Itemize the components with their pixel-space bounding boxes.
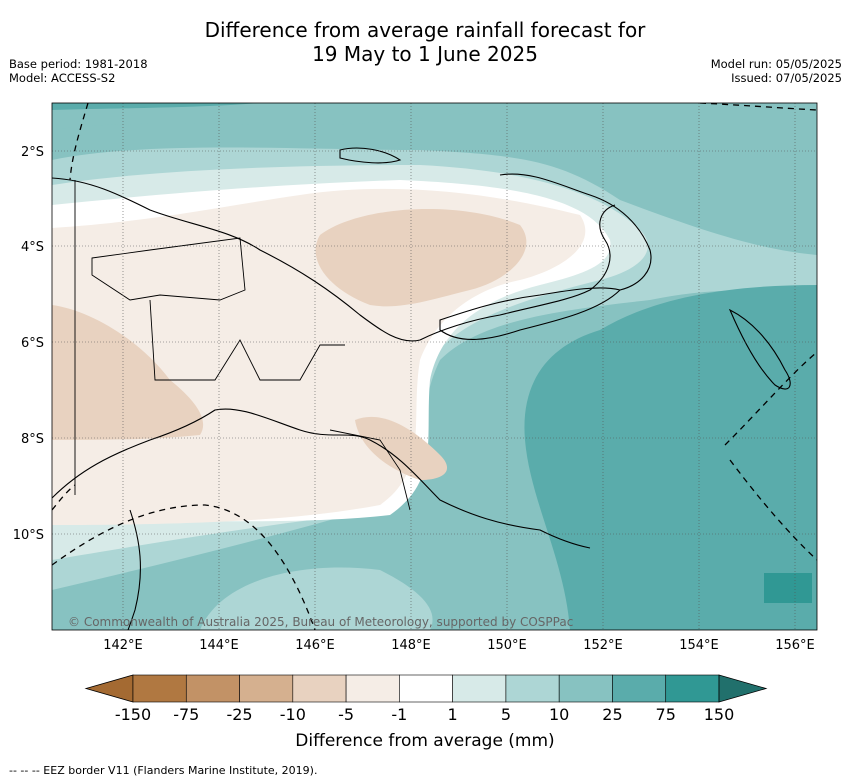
- border-province-1: [91, 237, 246, 301]
- field-north-edge: [52, 103, 260, 110]
- lon-label: 146°E: [295, 638, 335, 653]
- colorbar-segment: [292, 674, 347, 703]
- model-text: Model: ACCESS-S2: [9, 71, 116, 85]
- colorbar-tick-label: 150: [704, 705, 735, 724]
- coastline-cape-york: [127, 509, 141, 630]
- colorbar-arrow-high: [718, 674, 768, 703]
- colorbar-tick-label: 1: [448, 705, 458, 724]
- colorbar-tick-label: 5: [501, 705, 511, 724]
- lat-label: 10°S: [13, 528, 44, 543]
- coastlines: [52, 147, 791, 630]
- lat-label: 4°S: [21, 240, 44, 255]
- colorbar-tick-label: -25: [226, 705, 252, 724]
- colorbar-segment: [345, 674, 400, 703]
- gridlines: [52, 103, 817, 630]
- field-band-25-75: [524, 285, 817, 630]
- field-band-sw: [200, 567, 433, 630]
- eez-north-east: [699, 103, 817, 111]
- lon-label: 142°E: [103, 638, 143, 653]
- lon-labels: 142°E 144°E 146°E 148°E 150°E 152°E 154°…: [103, 638, 815, 653]
- colorbar-segment: [452, 674, 507, 703]
- province-borders: [74, 180, 411, 511]
- eez-south-west: [52, 484, 76, 511]
- colorbar-tick-label: 75: [656, 705, 676, 724]
- title-line-2: 19 May to 1 June 2025: [312, 42, 538, 66]
- colorbar-tick-label: 10: [549, 705, 569, 724]
- lon-label: 148°E: [391, 638, 431, 653]
- lon-label: 144°E: [199, 638, 239, 653]
- colorbar-segment: [399, 674, 453, 703]
- coastline-new-ireland: [499, 173, 652, 291]
- coastline-north-png: [52, 177, 616, 342]
- coastline-south-png: [52, 408, 591, 549]
- coastline-manus: [339, 147, 402, 164]
- field-north-strip: [52, 103, 520, 130]
- border-province-3: [329, 429, 411, 511]
- eez-south: [52, 504, 316, 630]
- field-patch-minus10-south: [355, 416, 448, 480]
- map-field: [52, 103, 817, 630]
- colorbar-tick-label: -1: [391, 705, 407, 724]
- copyright-text: © Commonwealth of Australia 2025, Bureau…: [68, 615, 573, 629]
- eez-east: [724, 351, 817, 446]
- colorbar: -150 -75 -25 -10 -5 -1 1 5 10 25 75 150: [84, 674, 768, 724]
- lat-label: 2°S: [21, 145, 44, 160]
- colorbar-segment: [558, 674, 613, 703]
- lon-label: 156°E: [775, 638, 815, 653]
- colorbar-segment: [612, 674, 667, 703]
- title-line-1: Difference from average rainfall forecas…: [204, 18, 646, 42]
- coastline-bougainville: [728, 308, 791, 390]
- base-period-text: Base period: 1981-2018: [9, 57, 148, 71]
- border-province-2: [149, 299, 345, 381]
- eez-borders: [52, 103, 817, 630]
- lat-label: 6°S: [21, 336, 44, 351]
- map-frame: [51, 102, 818, 631]
- colorbar-segment: [239, 674, 294, 703]
- lon-label: 154°E: [679, 638, 719, 653]
- lon-label: 150°E: [487, 638, 527, 653]
- model-run-text: Model run: 05/05/2025: [710, 57, 842, 71]
- colorbar-segment: [132, 674, 187, 703]
- field-patch-75-150: [764, 573, 812, 603]
- colorbar-segment: [505, 674, 560, 703]
- issued-text: Issued: 07/05/2025: [731, 71, 842, 85]
- colorbar-segment: [185, 674, 240, 703]
- colorbar-tick-label: -5: [338, 705, 354, 724]
- field-patch-minus10-north: [315, 208, 527, 307]
- eez-south-east: [729, 459, 817, 561]
- colorbar-tick-label: -150: [115, 705, 151, 724]
- lon-label: 152°E: [583, 638, 623, 653]
- meta-left: Base period: 1981-2018 Model: ACCESS-S2: [9, 57, 148, 85]
- lat-label: 8°S: [21, 432, 44, 447]
- lat-labels: 2°S 4°S 6°S 8°S 10°S: [13, 145, 44, 543]
- chart-title: Difference from average rainfall forecas…: [0, 18, 850, 66]
- colorbar-tick-label: -75: [173, 705, 199, 724]
- meta-right: Model run: 05/05/2025 Issued: 07/05/2025: [711, 57, 842, 85]
- colorbar-tick-label: -10: [280, 705, 306, 724]
- colorbar-title: Difference from average (mm): [295, 731, 555, 751]
- colorbar-segment: [665, 674, 720, 703]
- colorbar-tick-label: 25: [602, 705, 622, 724]
- colorbar-arrow-low: [84, 674, 134, 703]
- coastline-new-britain: [439, 287, 622, 340]
- eez-legend-text: -- -- -- EEZ border V11 (Flanders Marine…: [9, 764, 318, 777]
- field-patch-minus10-west: [52, 305, 204, 440]
